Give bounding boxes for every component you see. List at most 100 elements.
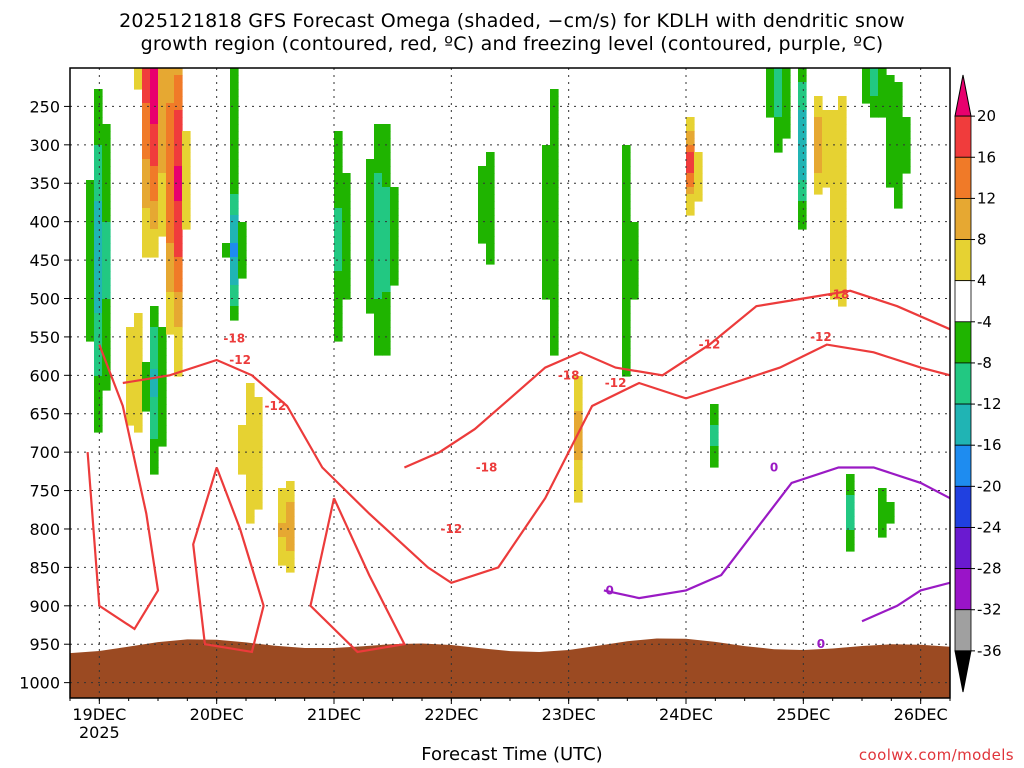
x-tick-label: 25DEC [776, 705, 830, 724]
y-tick-label: 700 [29, 443, 60, 462]
freezing-contour-label: 0 [606, 583, 614, 597]
omega-cell [366, 250, 375, 258]
omega-cell [158, 82, 167, 90]
omega-cell [174, 159, 183, 167]
omega-cell [846, 488, 855, 496]
omega-cell [550, 96, 559, 104]
dgz-contour-label: -12 [699, 338, 721, 352]
omega-cell [550, 292, 559, 300]
omega-cell [830, 215, 839, 223]
omega-cell [150, 68, 159, 76]
omega-cell [550, 313, 559, 321]
omega-cell [486, 229, 495, 237]
omega-cell [782, 89, 791, 97]
omega-cell [342, 250, 351, 258]
omega-cell [622, 229, 631, 237]
omega-cell [894, 117, 903, 125]
omega-cell [230, 145, 239, 153]
omega-cell [254, 495, 263, 503]
omega-cell [486, 250, 495, 258]
omega-cell [230, 138, 239, 146]
omega-cell [478, 166, 487, 174]
omega-cell [342, 278, 351, 286]
omega-cell [382, 243, 391, 251]
omega-cell [174, 194, 183, 202]
omega-cell [174, 117, 183, 125]
omega-cell [542, 222, 551, 230]
omega-cell [230, 278, 239, 286]
omega-cell [374, 173, 383, 181]
omega-cell [158, 194, 167, 202]
omega-cell [126, 355, 135, 363]
omega-cell [838, 236, 847, 244]
omega-cell [550, 327, 559, 335]
omega-cell [902, 159, 911, 167]
omega-cell [686, 208, 695, 216]
omega-cell [574, 383, 583, 391]
omega-cell [550, 320, 559, 328]
omega-cell [166, 292, 175, 300]
omega-cell [886, 509, 895, 517]
omega-cell [174, 96, 183, 104]
omega-cell [486, 187, 495, 195]
omega-cell [158, 404, 167, 412]
omega-cell [334, 229, 343, 237]
omega-cell [134, 418, 143, 426]
omega-cell [278, 551, 287, 559]
omega-cell [774, 82, 783, 90]
dgz-contour-label: -12 [810, 330, 832, 344]
omega-cell [150, 145, 159, 153]
omega-cell [142, 222, 151, 230]
omega-cell [846, 523, 855, 531]
omega-cell [126, 369, 135, 377]
omega-cell [550, 264, 559, 272]
omega-cell [878, 89, 887, 97]
omega-cell [686, 152, 695, 160]
omega-cell [334, 194, 343, 202]
omega-cell [830, 117, 839, 125]
omega-cell [94, 180, 103, 188]
omega-cell [798, 131, 807, 139]
colorbar-swatch [954, 568, 972, 611]
omega-cell [142, 110, 151, 118]
omega-cell [142, 124, 151, 132]
omega-cell [830, 173, 839, 181]
omega-cell [342, 257, 351, 265]
omega-cell [166, 75, 175, 83]
omega-cell [862, 75, 871, 83]
omega-cell [94, 257, 103, 265]
omega-cell [390, 257, 399, 265]
omega-cell [86, 250, 95, 258]
omega-cell [86, 194, 95, 202]
omega-cell [102, 313, 111, 321]
omega-cell [230, 229, 239, 237]
omega-cell [366, 292, 375, 300]
omega-cell [102, 369, 111, 377]
omega-cell [94, 334, 103, 342]
omega-cell [838, 166, 847, 174]
omega-cell [334, 166, 343, 174]
omega-cell [174, 278, 183, 286]
omega-cell [158, 348, 167, 356]
omega-cell [374, 320, 383, 328]
omega-cell [886, 89, 895, 97]
omega-cell [142, 159, 151, 167]
omega-cell [622, 264, 631, 272]
omega-cell [86, 243, 95, 251]
omega-cell [158, 362, 167, 370]
omega-cell [158, 397, 167, 405]
colorbar-label: -32 [977, 601, 1002, 619]
omega-cell [894, 187, 903, 195]
omega-cell [158, 201, 167, 209]
omega-cell [230, 103, 239, 111]
omega-cell [174, 264, 183, 272]
omega-cell [94, 159, 103, 167]
omega-cell [798, 145, 807, 153]
omega-cell [278, 530, 287, 538]
omega-cell [550, 117, 559, 125]
omega-cell [822, 117, 831, 125]
omega-cell [622, 215, 631, 223]
omega-cell [814, 159, 823, 167]
chart-title-line-1: 2025121818 GFS Forecast Omega (shaded, −… [119, 10, 905, 32]
omega-cell [254, 460, 263, 468]
